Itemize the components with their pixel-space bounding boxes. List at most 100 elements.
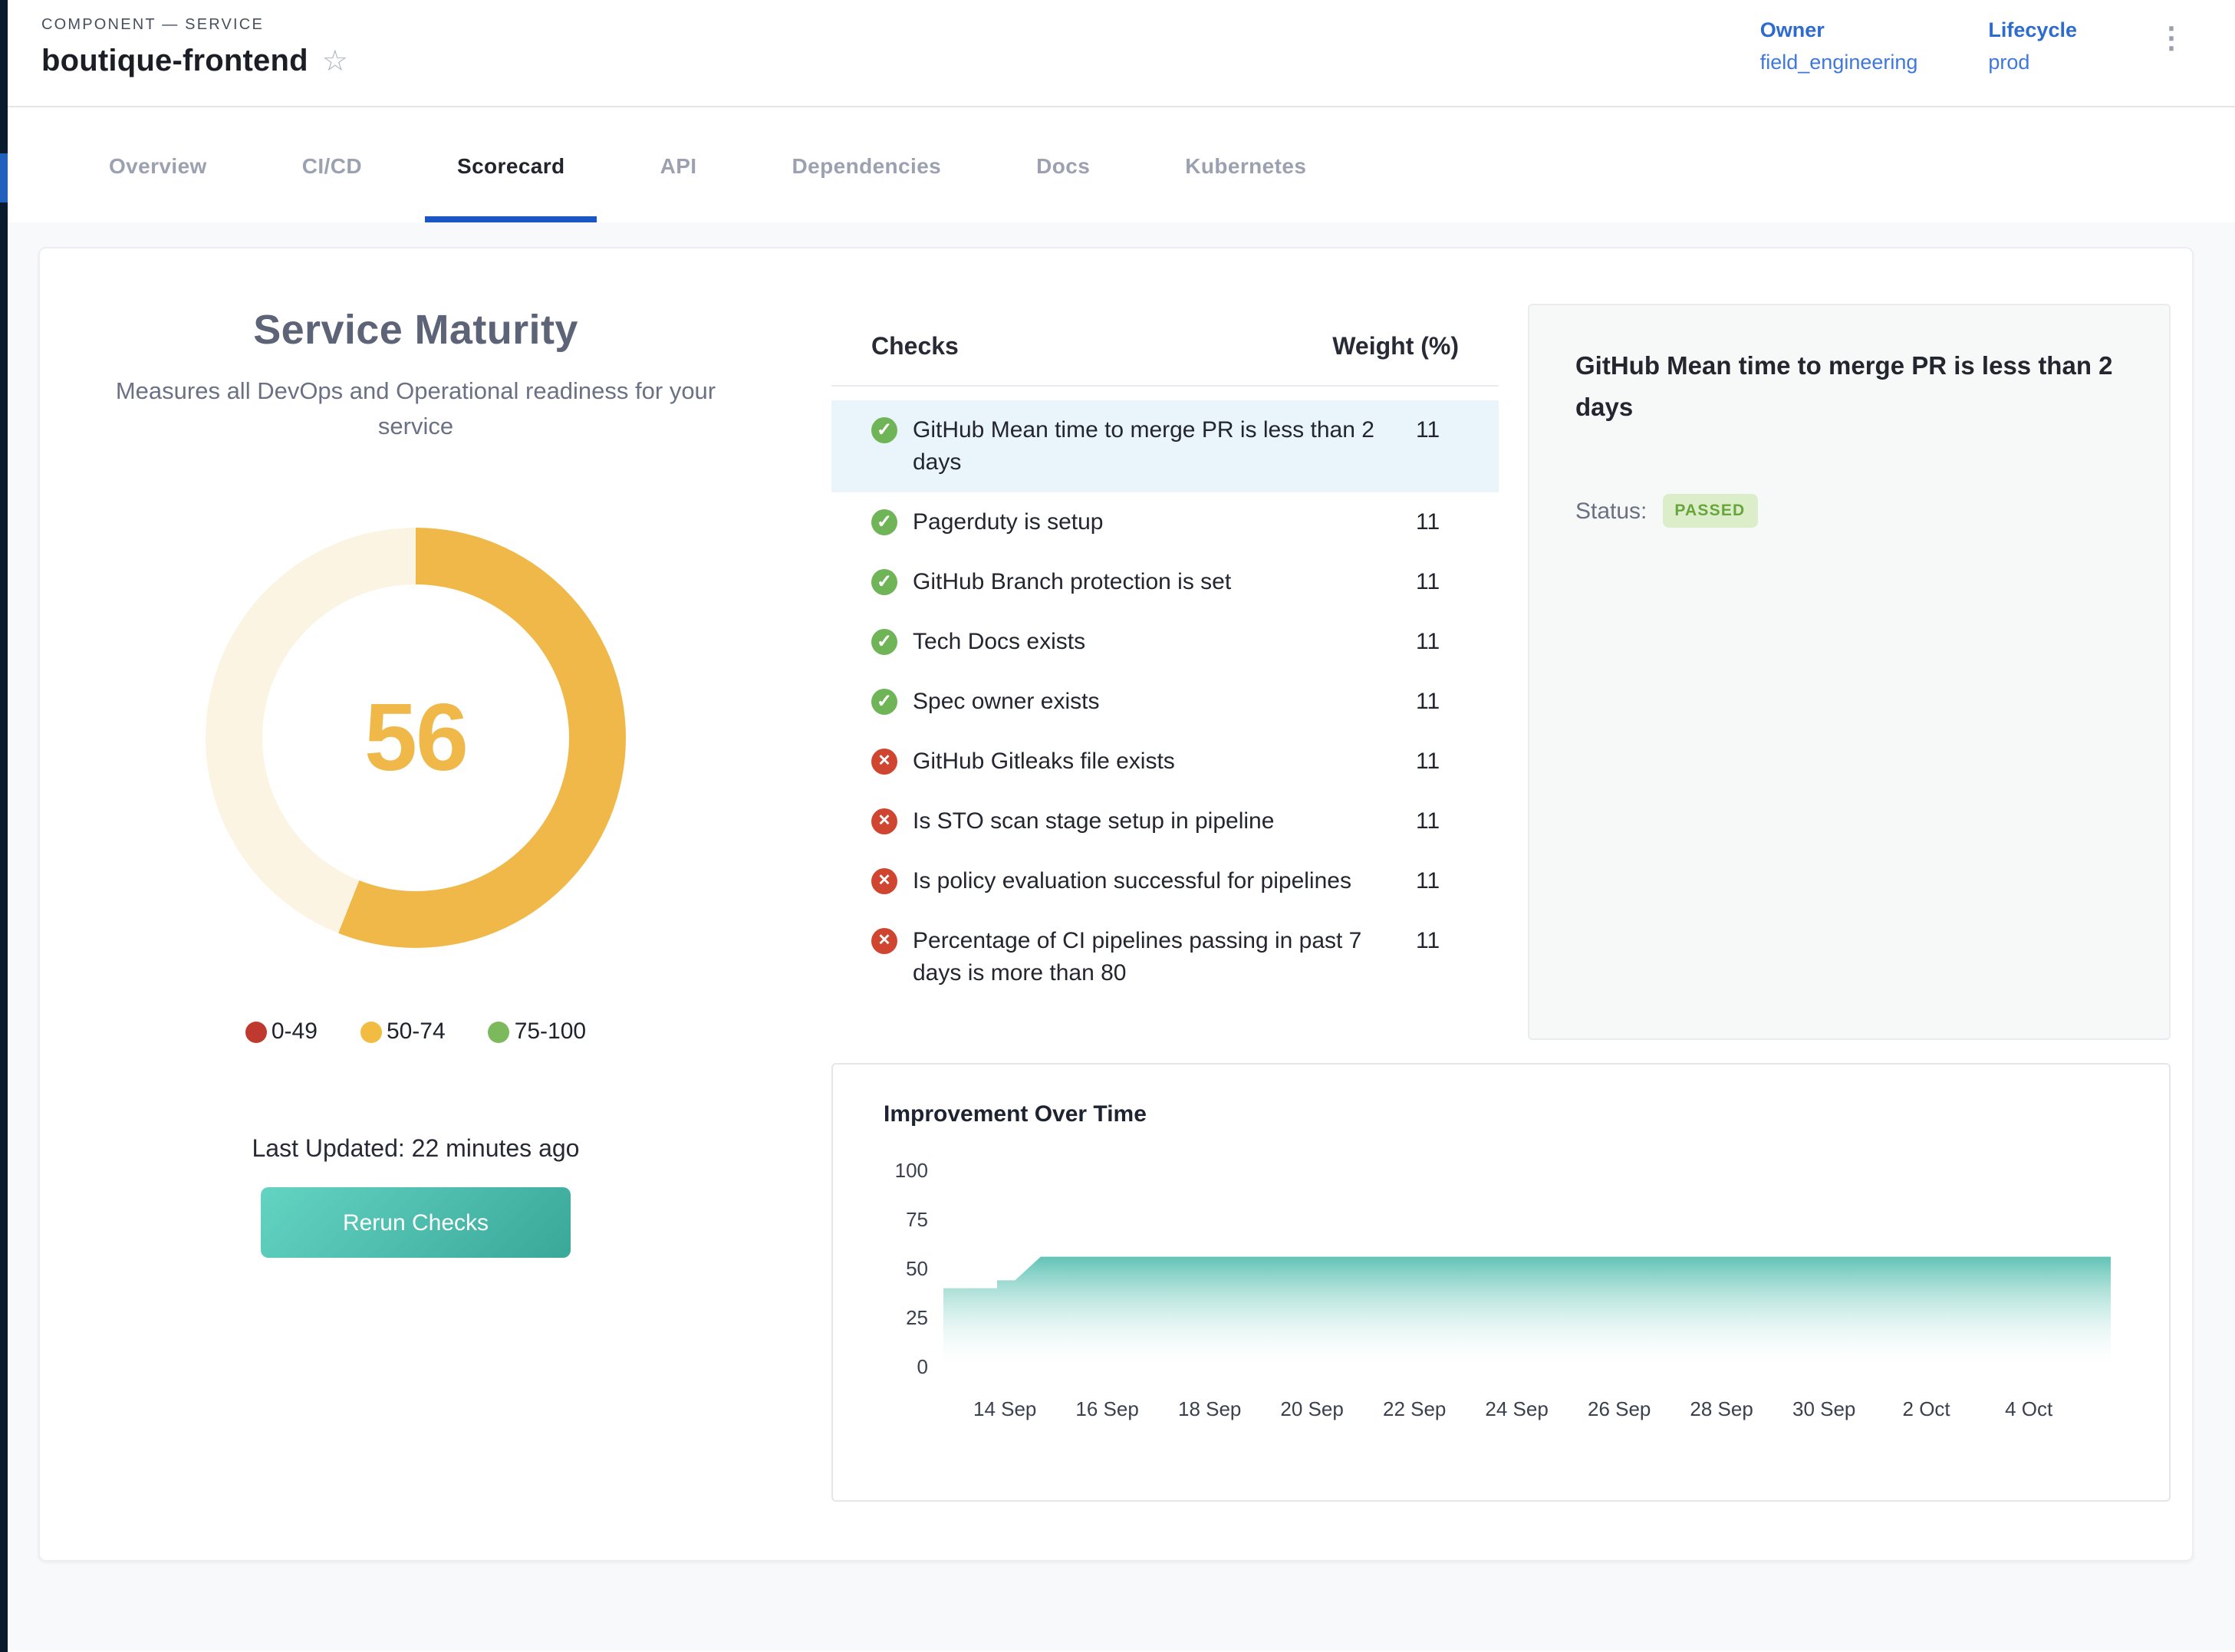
check-passed-icon xyxy=(871,509,897,535)
sidebar-active-indicator xyxy=(0,153,8,202)
legend-dot-icon xyxy=(360,1021,382,1042)
y-axis-tick: 75 xyxy=(906,1208,928,1231)
page-title: boutique-frontend xyxy=(41,44,308,80)
chart-title: Improvement Over Time xyxy=(884,1101,2132,1127)
check-row[interactable]: GitHub Gitleaks file exists11 xyxy=(831,732,1499,791)
tab-dependencies[interactable]: Dependencies xyxy=(752,107,982,222)
check-failed-icon xyxy=(871,868,897,894)
check-weight: 11 xyxy=(1416,626,1477,658)
check-weight: 11 xyxy=(1416,686,1477,718)
owner-block: Owner field_engineering xyxy=(1760,18,1918,74)
x-axis-tick: 14 Sep xyxy=(973,1397,1036,1420)
app: COMPONENT — SERVICE boutique-frontend ☆ … xyxy=(0,0,2235,1652)
checks-list: GitHub Mean time to merge PR is less tha… xyxy=(831,387,1499,1003)
breadcrumb: COMPONENT — SERVICE xyxy=(41,17,348,34)
maturity-title: Service Maturity xyxy=(40,307,792,354)
check-label: Spec owner exists xyxy=(913,686,1416,718)
check-weight: 11 xyxy=(1416,745,1477,778)
status-label: Status: xyxy=(1575,498,1647,524)
check-label: Is policy evaluation successful for pipe… xyxy=(913,865,1416,897)
y-axis-tick: 0 xyxy=(917,1355,928,1378)
legend-dot-icon xyxy=(489,1021,510,1042)
tab-api[interactable]: API xyxy=(620,107,737,222)
score-area-series xyxy=(943,1257,2111,1367)
check-weight: 11 xyxy=(1416,566,1477,598)
check-row[interactable]: Pagerduty is setup11 xyxy=(831,492,1499,552)
kebab-menu-icon[interactable]: ⋮ xyxy=(2148,18,2195,60)
y-axis-tick: 50 xyxy=(906,1257,928,1280)
status-badge: PASSED xyxy=(1662,494,1757,528)
check-weight: 11 xyxy=(1416,506,1477,538)
legend-label: 0-49 xyxy=(272,1019,318,1045)
score-value: 56 xyxy=(364,683,467,792)
check-label: GitHub Gitleaks file exists xyxy=(913,745,1416,778)
legend-item: 50-74 xyxy=(360,1019,446,1045)
improvement-area-chart: 100 75 50 25 0 14 Sep 16 Sep 18 Sep 20 Sep 22 Sep… xyxy=(870,1146,2132,1453)
x-axis-tick: 18 Sep xyxy=(1178,1397,1241,1420)
score-legend: 0-49 50-74 75-100 xyxy=(40,1019,792,1045)
x-axis-tick: 16 Sep xyxy=(1075,1397,1138,1420)
x-axis-tick: 22 Sep xyxy=(1383,1397,1446,1420)
check-weight: 11 xyxy=(1416,865,1477,897)
owner-label: Owner xyxy=(1760,18,1918,41)
checks-section: Checks Weight (%) GitHub Mean time to me… xyxy=(792,248,2194,1560)
check-passed-icon xyxy=(871,569,897,595)
x-axis-tick: 2 Oct xyxy=(1903,1397,1951,1420)
check-row[interactable]: Is STO scan stage setup in pipeline11 xyxy=(831,791,1499,851)
tab-ci-cd[interactable]: CI/CD xyxy=(262,107,402,222)
favorite-star-icon[interactable]: ☆ xyxy=(322,48,348,77)
check-row[interactable]: Spec owner exists11 xyxy=(831,672,1499,732)
checks-header: Checks xyxy=(871,334,959,362)
score-donut: 56 xyxy=(206,528,626,948)
y-axis-tick: 25 xyxy=(906,1306,928,1329)
check-row[interactable]: GitHub Branch protection is set11 xyxy=(831,552,1499,612)
check-passed-icon xyxy=(871,417,897,443)
detail-title: GitHub Mean time to merge PR is less tha… xyxy=(1575,347,2123,429)
x-axis-tick: 28 Sep xyxy=(1690,1397,1753,1420)
legend-label: 75-100 xyxy=(515,1019,586,1045)
weight-header: Weight (%) xyxy=(1332,334,1459,362)
x-axis-tick: 24 Sep xyxy=(1485,1397,1548,1420)
check-label: GitHub Branch protection is set xyxy=(913,566,1416,598)
check-weight: 11 xyxy=(1416,414,1477,446)
scorecard-page: Service Maturity Measures all DevOps and… xyxy=(0,222,2235,1650)
x-axis-tick: 30 Sep xyxy=(1792,1397,1855,1420)
maturity-panel: Service Maturity Measures all DevOps and… xyxy=(40,248,792,1560)
check-label: GitHub Mean time to merge PR is less tha… xyxy=(913,414,1416,479)
check-row[interactable]: Is policy evaluation successful for pipe… xyxy=(831,851,1499,911)
tab-bar: OverviewCI/CDScorecardAPIDependenciesDoc… xyxy=(0,107,2235,222)
maturity-subtitle: Measures all DevOps and Operational read… xyxy=(103,374,729,445)
check-failed-icon xyxy=(871,808,897,834)
score-donut-hole: 56 xyxy=(262,584,569,891)
check-failed-icon xyxy=(871,928,897,954)
legend-item: 75-100 xyxy=(489,1019,586,1045)
check-row[interactable]: Tech Docs exists11 xyxy=(831,612,1499,672)
lifecycle-block: Lifecycle prod xyxy=(1988,18,2077,74)
legend-label: 50-74 xyxy=(387,1019,446,1045)
x-axis-tick: 26 Sep xyxy=(1588,1397,1651,1420)
last-updated: Last Updated: 22 minutes ago xyxy=(40,1137,792,1164)
tab-scorecard[interactable]: Scorecard xyxy=(417,107,605,222)
scorecard-card: Service Maturity Measures all DevOps and… xyxy=(38,247,2194,1562)
rerun-checks-button[interactable]: Rerun Checks xyxy=(261,1187,571,1258)
check-weight: 11 xyxy=(1416,805,1477,838)
tab-docs[interactable]: Docs xyxy=(996,107,1130,222)
checks-panel: Checks Weight (%) GitHub Mean time to me… xyxy=(831,304,1499,1040)
check-row[interactable]: GitHub Mean time to merge PR is less tha… xyxy=(831,400,1499,492)
x-axis-tick: 20 Sep xyxy=(1280,1397,1343,1420)
tab-kubernetes[interactable]: Kubernetes xyxy=(1145,107,1346,222)
y-axis-tick: 100 xyxy=(895,1159,928,1182)
check-label: Tech Docs exists xyxy=(913,626,1416,658)
check-label: Percentage of CI pipelines passing in pa… xyxy=(913,925,1416,989)
entity-meta: Owner field_engineering Lifecycle prod ⋮ xyxy=(1760,0,2195,106)
lifecycle-value[interactable]: prod xyxy=(1988,51,2077,74)
collapsed-sidebar[interactable] xyxy=(0,0,8,1652)
legend-item: 0-49 xyxy=(245,1019,318,1045)
check-label: Is STO scan stage setup in pipeline xyxy=(913,805,1416,838)
tab-overview[interactable]: Overview xyxy=(69,107,247,222)
improvement-chart-card: Improvement Over Time 100 75 50 25 0 14 Sep 16… xyxy=(831,1063,2171,1502)
check-passed-icon xyxy=(871,629,897,655)
check-row[interactable]: Percentage of CI pipelines passing in pa… xyxy=(831,911,1499,1003)
owner-link[interactable]: field_engineering xyxy=(1760,51,1918,74)
check-detail-panel: GitHub Mean time to merge PR is less tha… xyxy=(1528,304,2171,1040)
